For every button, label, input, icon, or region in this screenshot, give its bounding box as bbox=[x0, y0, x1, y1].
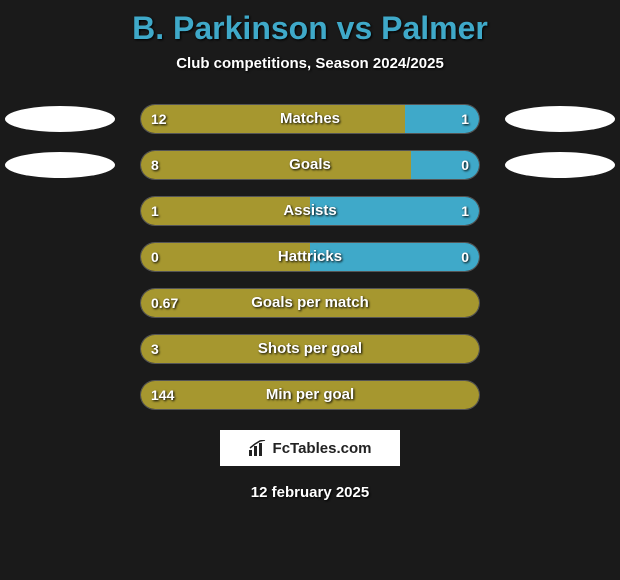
stat-label: Hattricks bbox=[141, 243, 479, 271]
stat-bar: Min per goal144 bbox=[140, 380, 480, 410]
stat-label: Goals per match bbox=[141, 289, 479, 317]
stat-bar: Hattricks0 0 bbox=[140, 242, 480, 272]
date-text: 12 february 2025 bbox=[0, 484, 620, 501]
player-avatar-left bbox=[5, 152, 115, 178]
stat-bar: Assists1 1 bbox=[140, 196, 480, 226]
stat-value-left: 0.67 bbox=[151, 289, 178, 317]
stat-row: Matches12 1 bbox=[0, 104, 620, 134]
stat-row: Goals per match0.67 bbox=[0, 288, 620, 318]
stat-label: Shots per goal bbox=[141, 335, 479, 363]
stat-label: Matches bbox=[141, 105, 479, 133]
player-avatar-right bbox=[505, 106, 615, 132]
stat-rows-container: Matches121Goals80Assists11Hattricks00Goa… bbox=[0, 104, 620, 410]
stat-row: Assists1 1 bbox=[0, 196, 620, 226]
stat-value-left: 3 bbox=[151, 335, 159, 363]
stat-bar: Goals per match0.67 bbox=[140, 288, 480, 318]
stat-value-right: 1 bbox=[461, 197, 469, 225]
stat-bar: Matches12 1 bbox=[140, 104, 480, 134]
watermark-text: FcTables.com bbox=[273, 440, 372, 457]
stat-row: Hattricks0 0 bbox=[0, 242, 620, 272]
chart-icon bbox=[249, 440, 267, 456]
stat-value-right: 1 bbox=[461, 105, 469, 133]
player-avatar-left bbox=[5, 106, 115, 132]
stat-value-left: 8 bbox=[151, 151, 159, 179]
stat-value-right: 0 bbox=[461, 243, 469, 271]
stat-label: Min per goal bbox=[141, 381, 479, 409]
stat-bar: Goals8 0 bbox=[140, 150, 480, 180]
stat-row: Shots per goal3 bbox=[0, 334, 620, 364]
stat-label: Goals bbox=[141, 151, 479, 179]
stat-label: Assists bbox=[141, 197, 479, 225]
stat-row: Goals8 0 bbox=[0, 150, 620, 180]
stat-value-left: 0 bbox=[151, 243, 159, 271]
page-title: B. Parkinson vs Palmer bbox=[0, 0, 620, 47]
watermark: FcTables.com bbox=[220, 430, 400, 466]
stat-value-right: 0 bbox=[461, 151, 469, 179]
stat-value-left: 1 bbox=[151, 197, 159, 225]
stat-row: Min per goal144 bbox=[0, 380, 620, 410]
stat-value-left: 144 bbox=[151, 381, 174, 409]
player-avatar-right bbox=[505, 152, 615, 178]
stat-bar: Shots per goal3 bbox=[140, 334, 480, 364]
page-subtitle: Club competitions, Season 2024/2025 bbox=[0, 55, 620, 72]
stat-value-left: 12 bbox=[151, 105, 167, 133]
